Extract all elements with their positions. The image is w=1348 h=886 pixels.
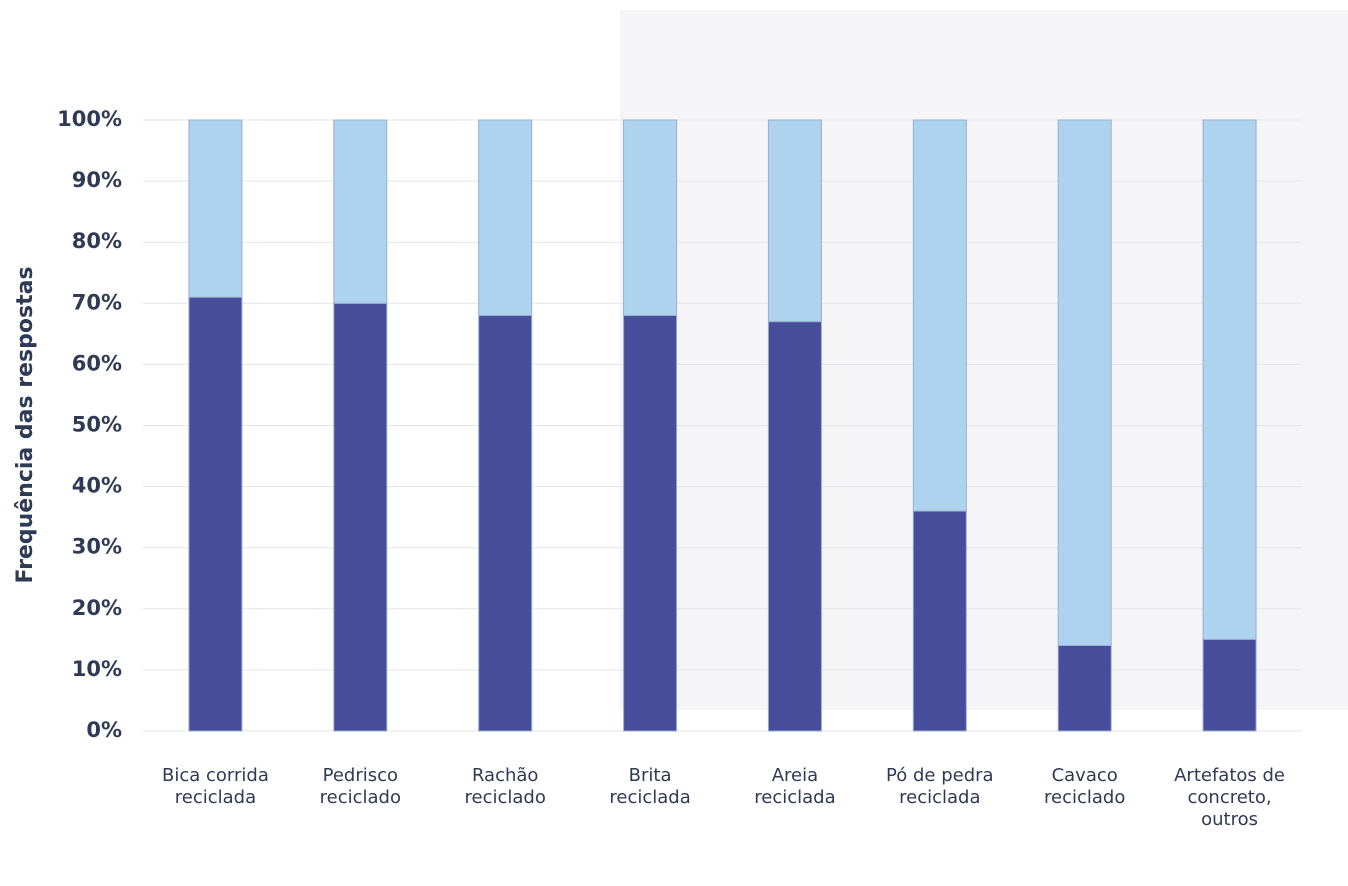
x-tick-label-line: Pó de pedra — [886, 765, 994, 786]
y-tick-label: 40% — [72, 474, 122, 498]
x-tick-label: Pó de pedra reciclada — [886, 765, 994, 808]
y-tick-label: 20% — [72, 596, 122, 620]
bar-segment — [767, 119, 822, 323]
bar-segment — [912, 510, 967, 732]
x-tick-label: Rachão reciclado — [465, 765, 546, 808]
x-tick-label-line: Cavaco — [1052, 765, 1118, 786]
x-tick-label-line: reciclado — [1044, 787, 1125, 808]
bar-segment — [623, 119, 678, 317]
bar-segment — [188, 119, 243, 298]
bar-segment — [1202, 119, 1257, 640]
bar-segment — [1202, 638, 1257, 732]
x-tick-label-line: concreto, — [1188, 787, 1272, 808]
y-tick-label: 100% — [57, 107, 122, 131]
y-tick-label: 0% — [86, 718, 122, 742]
y-tick-label: 10% — [72, 657, 122, 681]
x-tick-label: Pedrisco reciclado — [320, 765, 401, 808]
x-tick-label-line: Brita — [629, 765, 672, 786]
bar-segment — [1057, 119, 1112, 646]
x-tick-label-line: Rachão — [472, 765, 539, 786]
y-tick-label: 80% — [72, 229, 122, 253]
x-tick-label-line: reciclada — [175, 787, 256, 808]
y-tick-label: 60% — [72, 351, 122, 375]
bar-segment — [912, 119, 967, 512]
x-tick-label-line: Areia — [772, 765, 818, 786]
x-tick-label: Cavaco reciclado — [1044, 765, 1125, 808]
y-axis-title: Frequência das respostas — [13, 266, 38, 583]
bar-segment — [767, 321, 822, 732]
x-tick-label-line: reciclada — [609, 787, 690, 808]
x-tick-label-line: reciclado — [465, 787, 546, 808]
bar-segment — [478, 315, 533, 732]
bar-segment — [623, 315, 678, 732]
x-tick-label-line: Pedrisco — [323, 765, 398, 786]
y-tick-label: 90% — [72, 168, 122, 192]
bar-segment — [333, 119, 388, 304]
x-tick-label: Artefatos de concreto, outros — [1174, 765, 1285, 830]
x-tick-label-line: reciclado — [320, 787, 401, 808]
x-tick-label-line: Bica corrida — [162, 765, 269, 786]
bar-segment — [333, 302, 388, 732]
y-tick-label: 50% — [72, 413, 122, 437]
bar-segment — [1057, 644, 1112, 732]
y-tick-label: 30% — [72, 535, 122, 559]
x-tick-label: Bica corrida reciclada — [162, 765, 269, 808]
y-tick-label: 70% — [72, 290, 122, 314]
bar-segment — [188, 296, 243, 732]
x-tick-label-line: outros — [1201, 809, 1258, 830]
bar-segment — [478, 119, 533, 317]
x-tick-label: Areia reciclada — [754, 765, 835, 808]
x-tick-label-line: Artefatos de — [1174, 765, 1285, 786]
x-tick-label-line: reciclada — [899, 787, 980, 808]
x-tick-label-line: reciclada — [754, 787, 835, 808]
x-tick-label: Brita reciclada — [609, 765, 690, 808]
